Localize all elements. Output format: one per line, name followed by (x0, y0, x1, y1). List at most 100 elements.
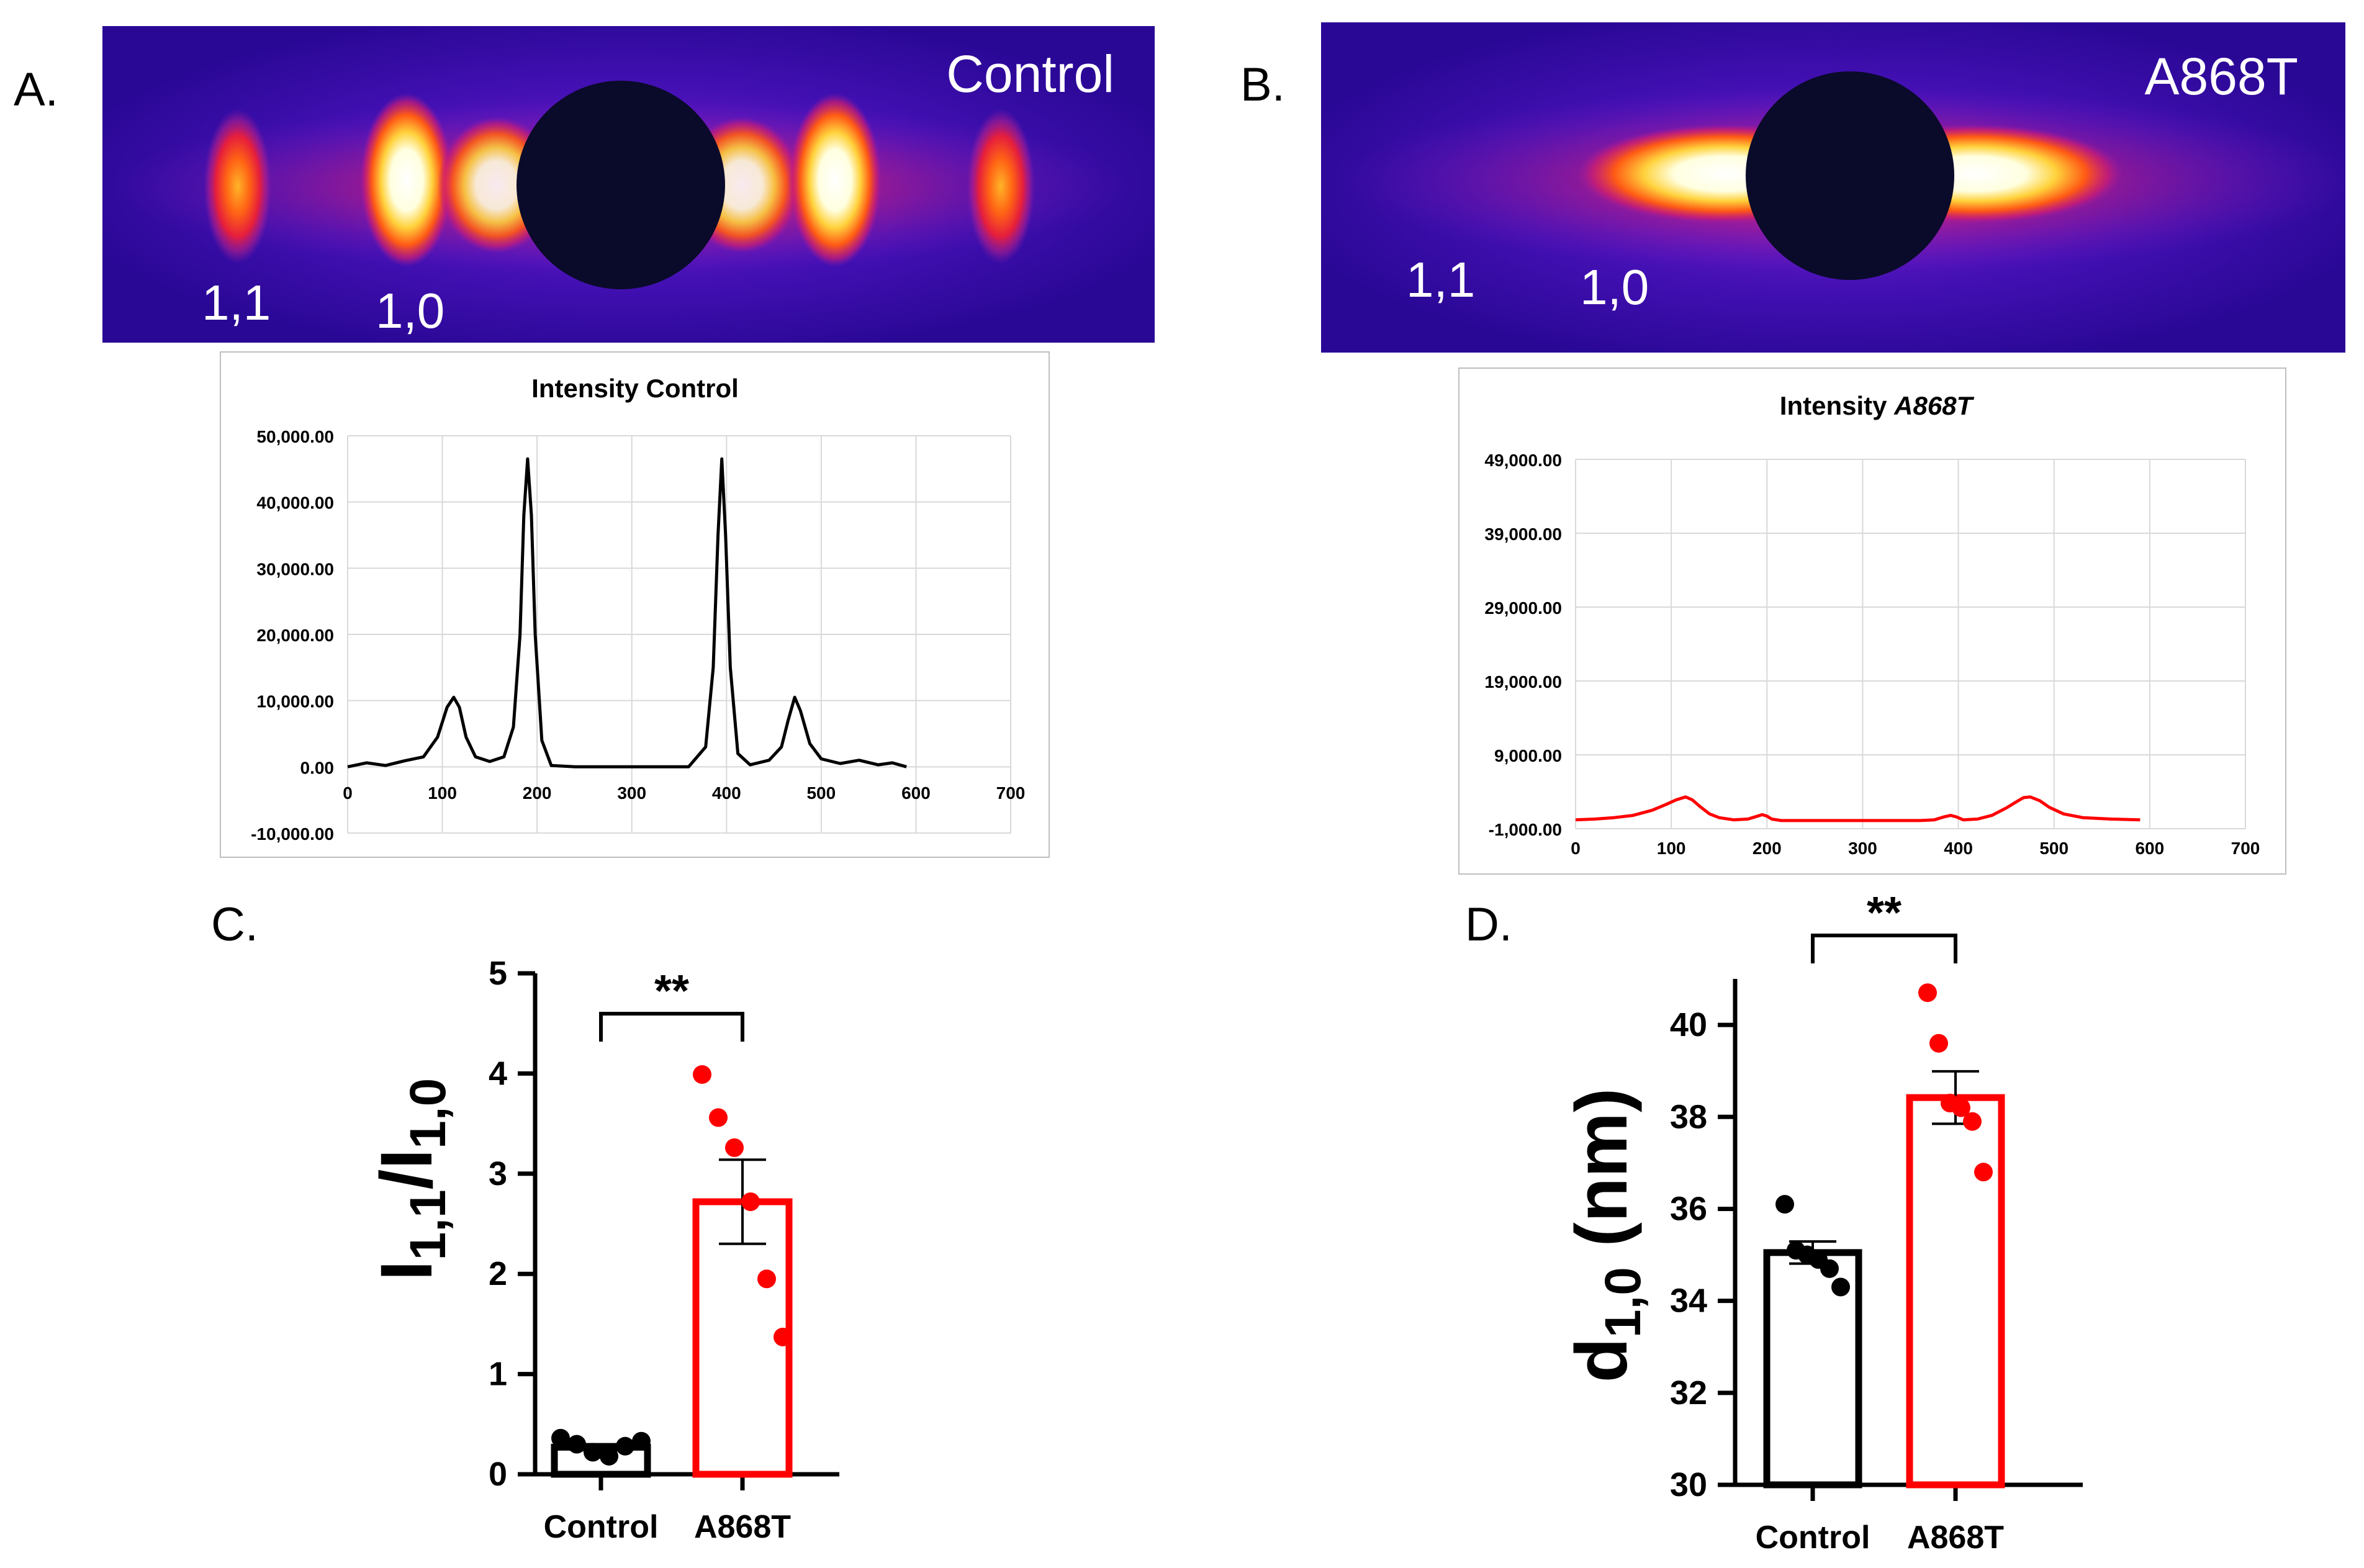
data-point-control (632, 1431, 651, 1451)
chart-title: Intensity A868T (1780, 391, 1975, 420)
x-tick-label: 300 (1848, 839, 1877, 858)
y-axis-label-sep: /I (366, 1149, 448, 1190)
y-axis-label-sub: 1,0 (1595, 1267, 1651, 1338)
y-tick-label: 0 (489, 1456, 507, 1493)
y-tick-label: 50,000.00 (256, 427, 334, 446)
y-tick-label: 34 (1670, 1282, 1707, 1320)
x-tick-label: 200 (523, 783, 552, 803)
x-tick-label: Control (544, 1509, 659, 1545)
x-tick-label: 400 (1944, 839, 1973, 858)
y-tick-label: 32 (1670, 1374, 1707, 1412)
intensity-profile-control-chart: Intensity Control -10,000.00 0.00 10,000.0… (220, 351, 1050, 858)
x-tick-label: 100 (428, 783, 457, 803)
data-point-a868t (1974, 1163, 1993, 1182)
y-tick-label: 1 (489, 1356, 507, 1393)
y-axis-label-sub1: 1,1 (400, 1189, 456, 1260)
x-tick-label: 100 (1657, 839, 1686, 858)
y-tick-label: 40 (1670, 1006, 1707, 1043)
intensity-profile-a868t-chart: Intensity A868T -1,000.00 9,000.00 19,000.… (1458, 367, 2286, 875)
y-tick-label: 30,000.00 (256, 559, 334, 579)
reflection-1-1-right (967, 109, 1035, 264)
y-tick-label: 40,000.00 (256, 493, 334, 513)
y-tick-label: 9,000.00 (1494, 746, 1562, 765)
reflection-label-1-0: 1,0 (1580, 259, 1649, 315)
data-point-a868t (757, 1269, 776, 1289)
diffraction-image-a868t (1321, 22, 2345, 353)
x-tick-label: A868T (1907, 1520, 2004, 1556)
data-point-control (1820, 1259, 1839, 1278)
panel-letter-c: C. (211, 898, 258, 951)
chart-frame (220, 351, 1050, 858)
x-tick-label: 500 (806, 783, 836, 803)
y-tick-label: 29,000.00 (1484, 598, 1562, 618)
x-tick-label: 400 (712, 783, 741, 803)
data-point-control (551, 1428, 570, 1448)
y-tick-label: 49,000.00 (1484, 451, 1562, 470)
x-tick-label: Control (1756, 1520, 1870, 1556)
data-point-a868t (1963, 1112, 1982, 1131)
y-tick-label: 36 (1670, 1190, 1707, 1227)
y-tick-label: 0.00 (300, 758, 335, 777)
panel-letter-a: A. (14, 63, 58, 116)
significance-bracket (1811, 934, 1957, 963)
y-tick-label: 5 (489, 955, 507, 992)
y-tick-label: 10,000.00 (256, 692, 334, 711)
diffraction-image-control (102, 26, 1155, 343)
y-axis-label-unit: (nm) (1561, 1088, 1643, 1267)
reflection-1-1-left (204, 109, 272, 264)
data-point-control (616, 1436, 634, 1456)
chart-title-emphasis: A868T (1893, 391, 1974, 420)
reflection-label-1-0: 1,0 (376, 283, 444, 338)
x-tick-label: 600 (901, 783, 931, 803)
x-tick-label: 700 (2231, 839, 2260, 858)
series-line-control (347, 457, 907, 768)
x-tick-label: 200 (1753, 839, 1782, 858)
y-tick-label: 2 (489, 1255, 507, 1292)
panel-letter-d: D. (1465, 898, 1512, 951)
lattice-spacing-bar-chart: d1,0 (nm) 30 32 34 36 38 40 Control A868T ** (1561, 888, 2083, 1556)
bar-a868t (1906, 1094, 2005, 1489)
y-tick-label: 30 (1670, 1466, 1707, 1503)
data-point-a868t (741, 1192, 760, 1211)
y-tick-label: 3 (489, 1155, 507, 1192)
data-point-a868t (1929, 1034, 1948, 1053)
beamstop (517, 81, 725, 289)
x-tick-label: A868T (694, 1509, 791, 1545)
y-axis-label: d1,0 (nm) (1561, 1088, 1651, 1382)
y-tick-label: 20,000.00 (256, 626, 334, 645)
reflection-label-1-1: 1,1 (1406, 252, 1475, 307)
y-tick-label: 19,000.00 (1484, 672, 1562, 692)
y-tick-label: -10,000.00 (251, 824, 334, 844)
chart-title-prefix: Intensity (1780, 391, 1894, 420)
reflection-1-0-right (788, 93, 882, 267)
data-point-a868t (693, 1065, 711, 1084)
image-label-control: Control (946, 45, 1114, 103)
x-tick-label: 500 (2039, 839, 2068, 858)
reflection-1-0-left (360, 93, 453, 267)
significance-marker: ** (654, 966, 689, 1016)
intensity-ratio-bar-chart: I1,1/I1,0 0 1 2 3 4 5 Control A868T ** (366, 955, 839, 1545)
x-tick-label: 700 (996, 783, 1026, 803)
y-tick-label: 4 (489, 1055, 507, 1092)
data-point-a868t (725, 1138, 744, 1157)
y-axis-label-main: d (1561, 1338, 1643, 1382)
y-axis-label-main: I (366, 1260, 448, 1281)
reflection-label-1-1: 1,1 (202, 275, 271, 330)
y-axis-label: I1,1/I1,0 (366, 1078, 456, 1281)
data-point-control (567, 1435, 586, 1454)
data-point-a868t (1918, 983, 1937, 1003)
panel-letter-b: B. (1240, 58, 1285, 111)
x-tick-label: 300 (617, 783, 646, 803)
data-point-control (584, 1443, 602, 1462)
data-point-control (600, 1446, 618, 1466)
x-tick-label: 0 (1571, 839, 1581, 858)
x-tick-label: 600 (2135, 839, 2164, 858)
image-label-a868t: A868T (2145, 47, 2299, 106)
significance-marker: ** (1867, 888, 1902, 938)
significance-bracket (599, 1012, 744, 1042)
data-point-a868t (774, 1327, 792, 1346)
data-point-control (1775, 1195, 1794, 1214)
data-point-a868t (1952, 1098, 1970, 1117)
y-tick-label: 38 (1670, 1098, 1707, 1135)
